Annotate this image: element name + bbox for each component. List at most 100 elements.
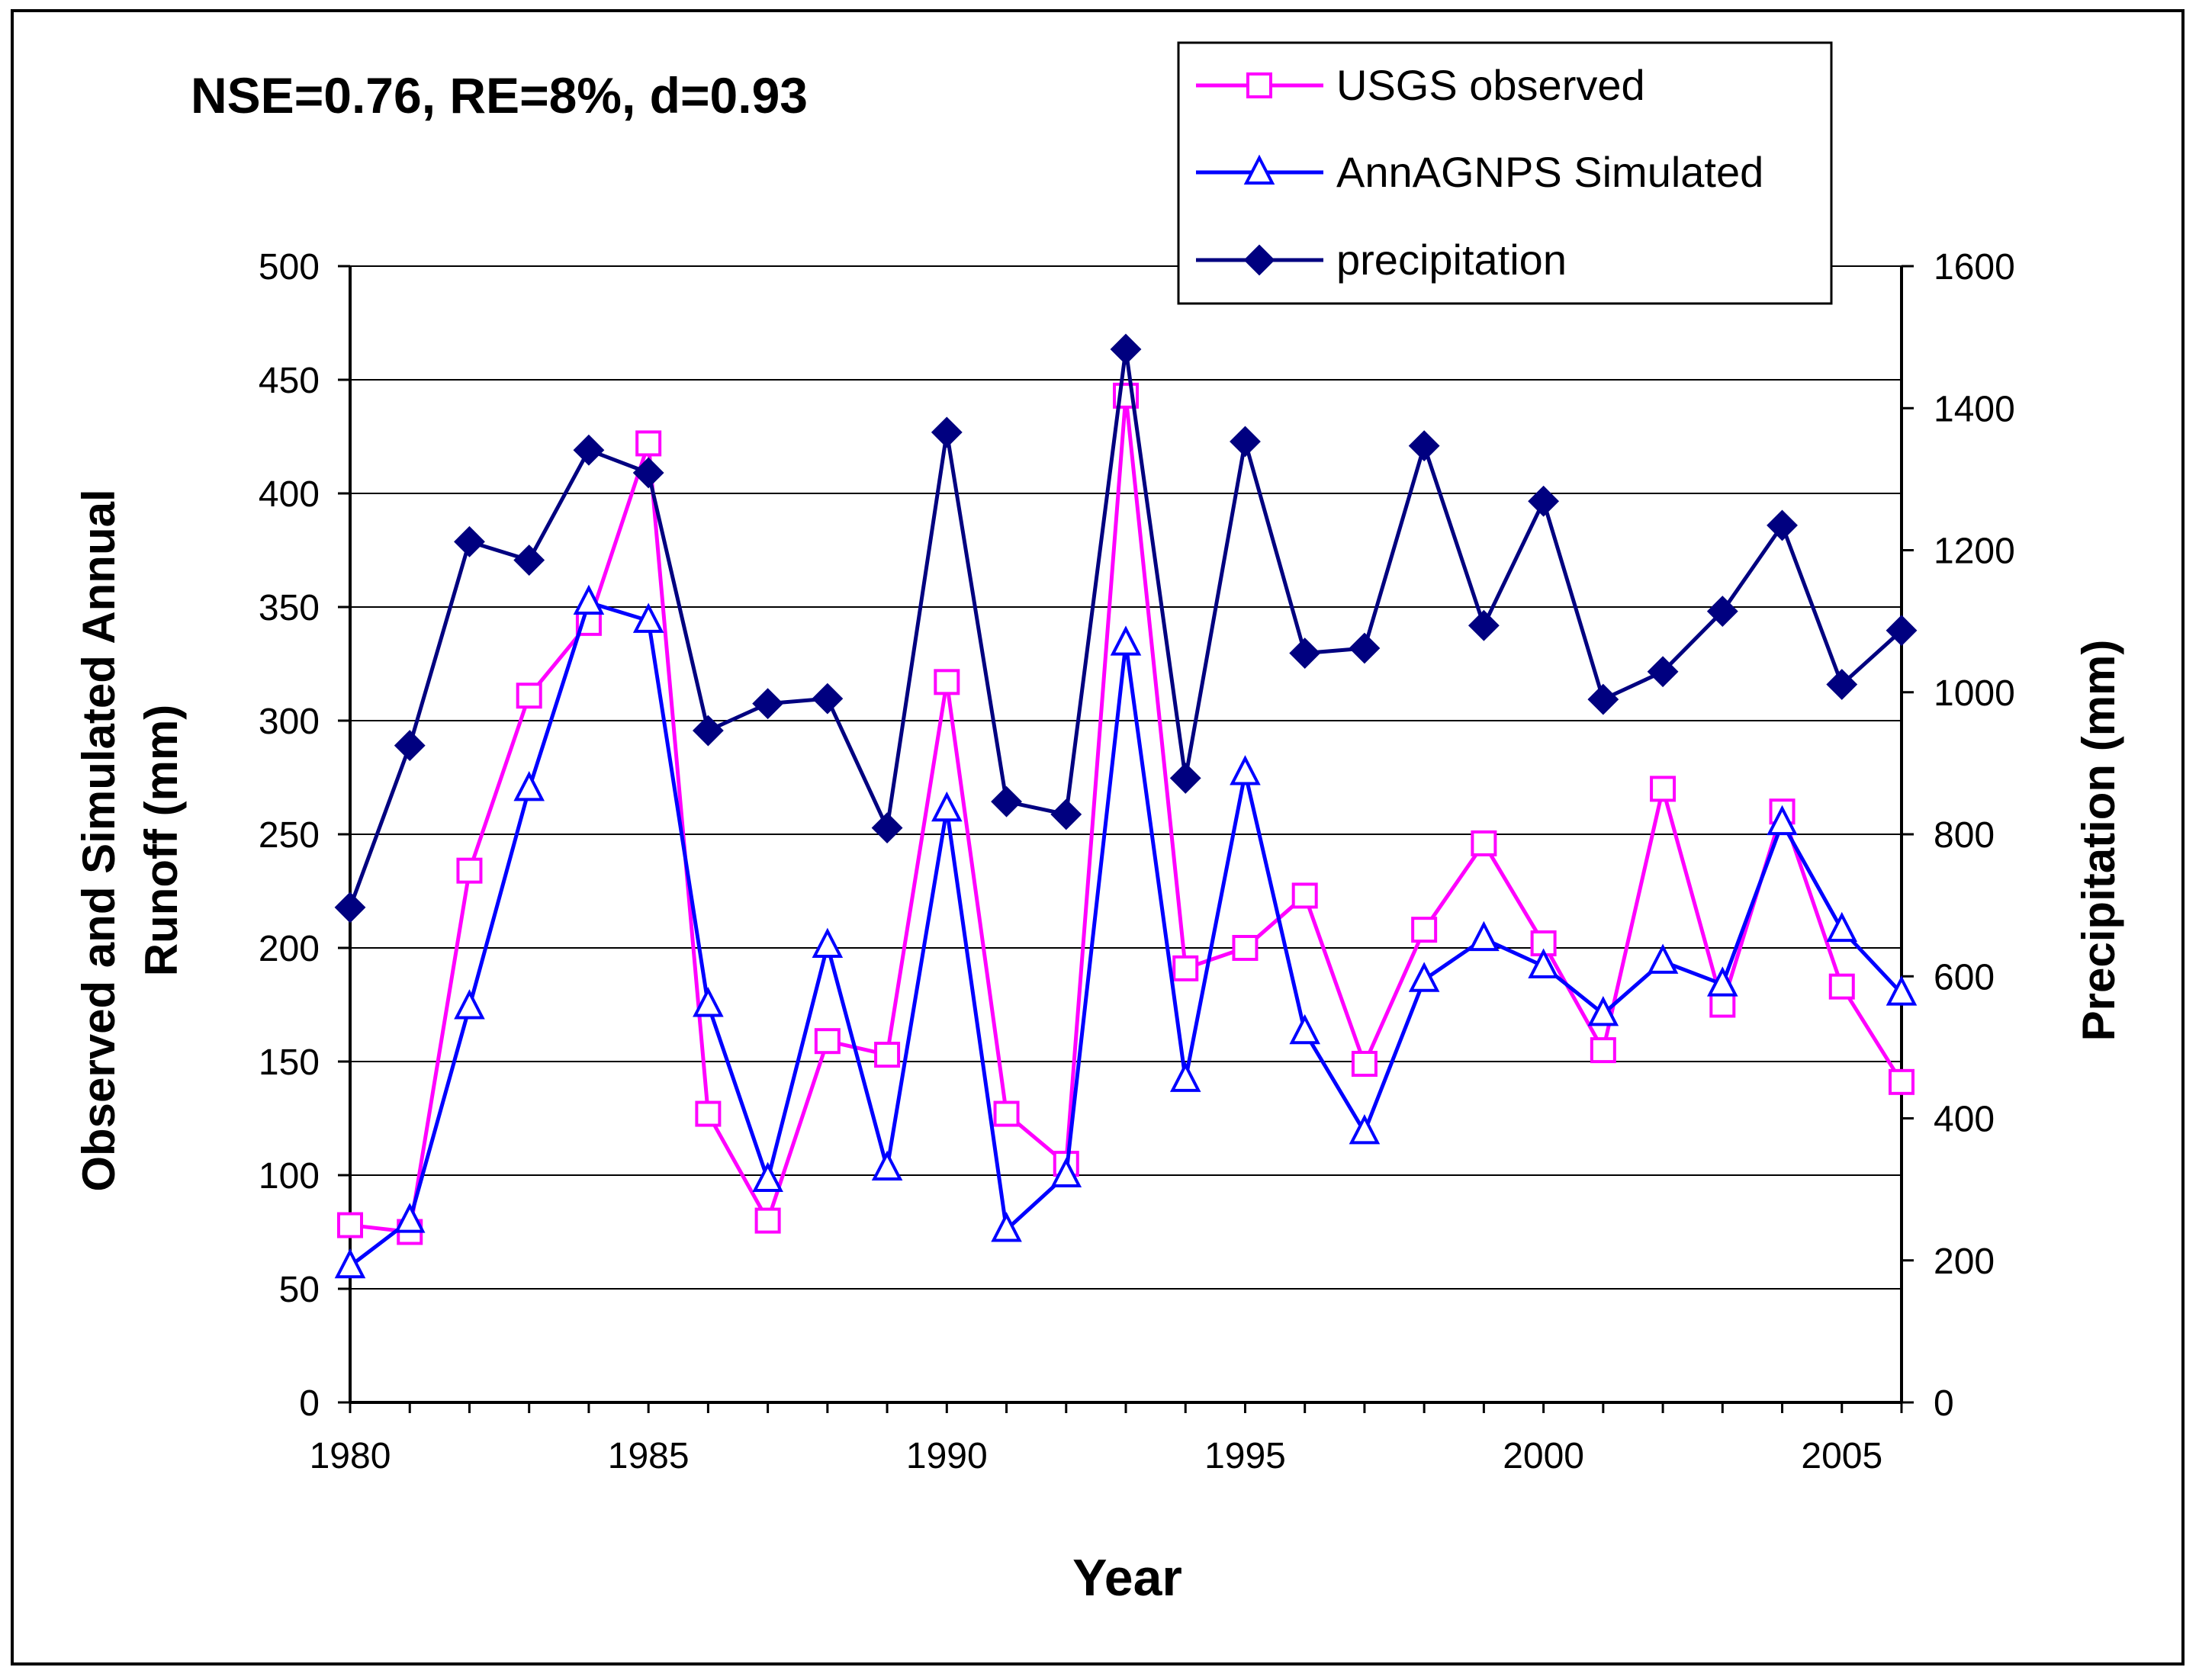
data-point-precipitation [1050, 798, 1082, 830]
legend-item-annagnps-simulated: AnnAGNPS Simulated [1196, 148, 1763, 196]
data-point-precipitation [1826, 669, 1858, 700]
x-tick-label: 2005 [1801, 1436, 1882, 1476]
data-point-usgs-observed [456, 857, 483, 884]
data-point-annagnps-simulated [1230, 755, 1261, 785]
series [334, 333, 1918, 1279]
x-tick-label: 1980 [310, 1436, 391, 1476]
legend-label: USGS observed [1336, 61, 1645, 109]
y-tick-label: 250 [259, 815, 320, 856]
y-tick-label: 50 [279, 1270, 320, 1310]
data-point-usgs-observed [754, 1207, 781, 1234]
data-point-annagnps-simulated [1528, 948, 1559, 978]
data-point-usgs-observed [1351, 1050, 1378, 1077]
data-point-usgs-observed [695, 1100, 722, 1127]
data-point-precipitation [1169, 763, 1201, 794]
y-tick-label: 300 [259, 702, 320, 742]
data-point-precipitation [1349, 632, 1381, 664]
data-point-usgs-observed [874, 1042, 901, 1068]
y-tick-label: 450 [259, 361, 320, 401]
y2-tick-label: 1600 [1934, 247, 2015, 287]
data-point-precipitation [1647, 656, 1679, 688]
legend-label: precipitation [1336, 236, 1567, 284]
y2-tick-label: 200 [1934, 1242, 1995, 1282]
data-point-precipitation [1587, 683, 1619, 715]
data-point-usgs-observed [1411, 917, 1438, 943]
legend-label: AnnAGNPS Simulated [1336, 148, 1763, 196]
data-point-precipitation [692, 715, 724, 747]
y2-tick-label: 1200 [1934, 532, 2015, 572]
data-point-annagnps-simulated [1826, 911, 1858, 943]
data-point-precipitation [1408, 430, 1440, 462]
series-line-usgs-observed [349, 395, 1904, 1235]
y-tick-label: 200 [259, 929, 320, 969]
data-point-precipitation [1528, 485, 1560, 517]
legend-item-usgs-observed: USGS observed [1196, 61, 1645, 109]
axes [338, 265, 1914, 1413]
data-point-usgs-observed [516, 683, 542, 709]
data-point-annagnps-simulated [752, 1161, 783, 1192]
data-point-annagnps-simulated [454, 989, 485, 1020]
data-point-annagnps-simulated [573, 584, 605, 615]
data-point-precipitation [1468, 609, 1500, 641]
y-tick-label: 350 [259, 588, 320, 628]
data-point-annagnps-simulated [1767, 805, 1798, 836]
y-axis-title-line-1: Observed and Simulated Annual [73, 489, 124, 1191]
data-point-annagnps-simulated [812, 927, 844, 959]
y-axis-title: Observed and Simulated Annual Runoff (mm… [73, 489, 187, 1191]
data-point-usgs-observed [1232, 935, 1259, 961]
data-point-annagnps-simulated [693, 987, 724, 1017]
data-point-annagnps-simulated [991, 1212, 1022, 1242]
data-point-usgs-observed [814, 1028, 841, 1055]
y2-tick-label: 600 [1934, 957, 1995, 997]
data-point-precipitation [573, 434, 605, 466]
y2-axis-title: Precipitation (mm) [2073, 640, 2124, 1042]
y2-tick-label: 400 [1934, 1100, 1995, 1140]
x-tick-label: 2000 [1503, 1436, 1584, 1476]
data-point-usgs-observed [993, 1100, 1020, 1127]
series-usgs-observed [337, 382, 1914, 1245]
data-point-usgs-observed [1650, 776, 1677, 802]
data-point-usgs-observed [337, 1212, 363, 1238]
data-point-precipitation [394, 730, 426, 762]
x-tick-label: 1995 [1204, 1436, 1286, 1476]
data-point-annagnps-simulated [1349, 1114, 1381, 1145]
data-point-precipitation [931, 416, 963, 448]
data-point-usgs-observed [934, 669, 960, 695]
data-point-usgs-observed [1889, 1068, 1914, 1095]
data-point-precipitation [1110, 333, 1142, 365]
data-point-usgs-observed [1291, 882, 1318, 909]
y-tick-label: 500 [259, 247, 320, 287]
series-precipitation [334, 333, 1918, 924]
data-point-precipitation [1886, 615, 1918, 647]
y2-tick-label: 0 [1934, 1383, 1954, 1424]
data-point-usgs-observed [1709, 991, 1736, 1018]
y2-tick-label: 800 [1934, 815, 1995, 856]
data-point-annagnps-simulated [632, 602, 664, 633]
data-point-usgs-observed [1471, 830, 1497, 856]
data-point-usgs-observed [635, 430, 662, 457]
data-point-precipitation [812, 683, 844, 715]
y-tick-label: 400 [259, 474, 320, 515]
y2-axis-title-text: Precipitation (mm) [2073, 640, 2124, 1042]
fit-statistics-annotation: NSE=0.76, RE=8%, d=0.93 [191, 67, 808, 124]
data-point-annagnps-simulated [1647, 943, 1679, 974]
gridlines [350, 265, 1902, 1290]
data-point-precipitation [513, 544, 545, 576]
data-point-usgs-observed [1590, 1037, 1616, 1064]
data-point-annagnps-simulated [394, 1203, 426, 1233]
series-annagnps-simulated [334, 584, 1918, 1279]
legend-swatch-marker [1243, 244, 1275, 276]
data-point-annagnps-simulated [871, 1150, 903, 1181]
data-point-annagnps-simulated [1289, 1013, 1320, 1045]
legend-item-precipitation: precipitation [1196, 236, 1567, 284]
data-point-annagnps-simulated [1408, 962, 1440, 992]
data-point-annagnps-simulated [1110, 625, 1142, 656]
data-point-precipitation [991, 785, 1022, 818]
x-tick-label: 1985 [608, 1436, 690, 1476]
y2-tick-label: 1400 [1934, 389, 2015, 429]
tick-labels: 0 50 100 150 200 250 300 350 400 450 500 0 200 400 600… [259, 247, 2015, 1476]
y-axis-title-line-2: Runoff (mm) [136, 705, 187, 977]
x-tick-label: 1990 [906, 1436, 988, 1476]
x-axis-title: Year [1072, 1549, 1182, 1607]
